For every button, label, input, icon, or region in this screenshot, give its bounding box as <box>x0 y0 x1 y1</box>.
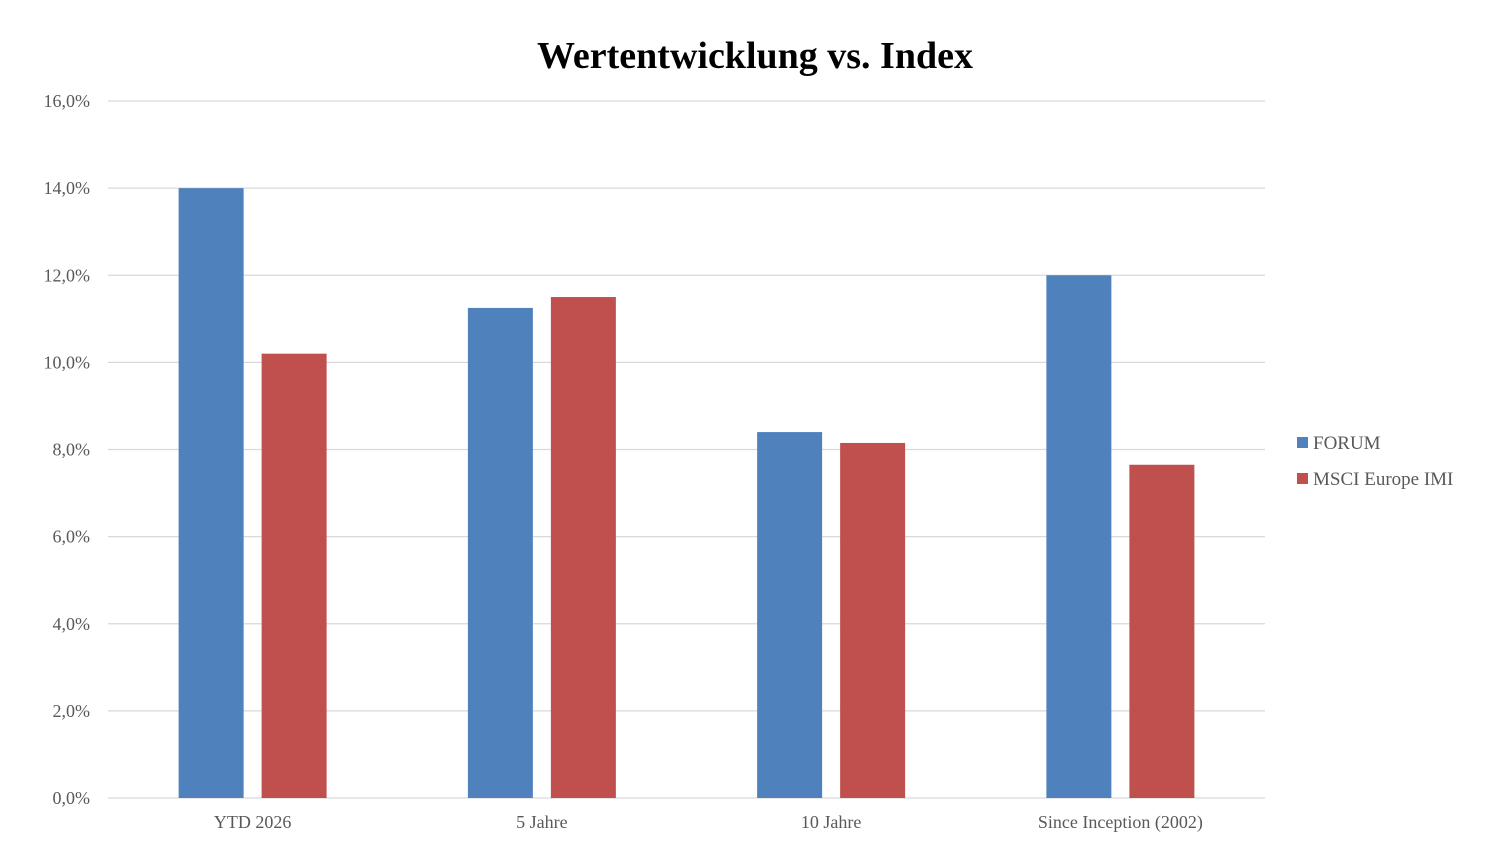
bars <box>178 188 1195 798</box>
bar-msci-europe-imi-3 <box>1129 464 1195 798</box>
y-tick-label: 2,0% <box>53 701 91 721</box>
x-category-label: 10 Jahre <box>801 812 861 832</box>
bar-forum-2 <box>757 432 823 798</box>
y-tick-label: 10,0% <box>44 352 91 372</box>
y-tick-label: 4,0% <box>53 614 91 634</box>
legend-swatch <box>1297 473 1308 484</box>
legend: FORUM MSCI Europe IMI <box>1297 433 1453 490</box>
bar-forum-0 <box>178 188 244 798</box>
legend-label: MSCI Europe IMI <box>1313 469 1453 490</box>
bar-forum-1 <box>467 307 533 798</box>
bar-forum-3 <box>1046 275 1112 798</box>
bar-msci-europe-imi-2 <box>840 442 906 798</box>
chart-title: Wertentwicklung vs. Index <box>537 35 973 77</box>
y-tick-label: 12,0% <box>44 265 91 285</box>
y-tick-label: 16,0% <box>44 91 91 111</box>
y-tick-label: 0,0% <box>53 788 91 808</box>
y-tick-label: 8,0% <box>53 440 91 460</box>
x-category-label: 5 Jahre <box>516 812 567 832</box>
y-axis-tick-labels: 0,0% 2,0% 4,0% 6,0% 8,0% 10,0% 12,0% 14,0% 16,0% <box>44 91 91 808</box>
x-category-label: Since Inception (2002) <box>1038 812 1203 833</box>
x-category-label: YTD 2026 <box>214 812 292 832</box>
legend-label: FORUM <box>1313 433 1381 454</box>
bar-msci-europe-imi-0 <box>261 353 327 798</box>
x-axis-category-labels: YTD 2026 5 Jahre 10 Jahre Since Inception (… <box>214 812 1203 833</box>
bar-msci-europe-imi-1 <box>550 297 616 798</box>
y-tick-label: 6,0% <box>53 527 91 547</box>
y-tick-label: 14,0% <box>44 178 91 198</box>
legend-swatch <box>1297 437 1308 448</box>
